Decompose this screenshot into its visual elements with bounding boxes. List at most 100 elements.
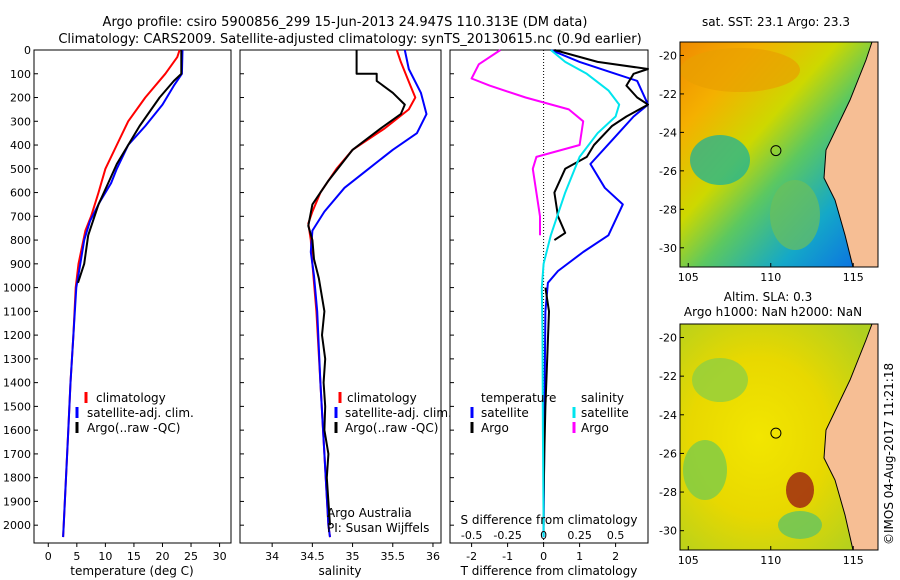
legend-label-t-satellite: satellite [481, 406, 529, 420]
sla-map-axes: 105 110 115 -20 -22 -24 -26 -28 -30 [659, 332, 864, 567]
depth-tick-label: 1400 [3, 377, 31, 390]
salinity-depth-ticks [240, 49, 244, 526]
depth-tick-label: 0 [24, 44, 31, 57]
difference-series [470, 49, 649, 538]
legend-label-climatology: climatology [96, 391, 166, 405]
x-tick-label: 0 [45, 550, 52, 563]
depth-tick-label: 1500 [3, 400, 31, 413]
depth-tick-label: 1800 [3, 472, 31, 485]
sla-low-patch-1 [692, 358, 748, 402]
series-line [77, 50, 183, 284]
temperature-plot-frame [33, 49, 232, 544]
depth-tick-label: 1600 [3, 424, 31, 437]
depth-tick-label: 800 [10, 234, 31, 247]
legend-label-climatology: climatology [347, 391, 417, 405]
s-tick-label: 0.5 [607, 529, 625, 542]
legend-label-satellite: satellite-adj. clim. [345, 406, 452, 420]
difference-legend: temperature satellite Argo salinity sate… [470, 391, 629, 435]
sla-low-patch-2 [683, 440, 727, 500]
depth-tick-label: 2000 [3, 519, 31, 532]
sst-map-frame [679, 41, 879, 268]
s-tick-label: 0.25 [567, 529, 592, 542]
depth-tick-label: 700 [10, 210, 31, 223]
s-tick-label: -0.25 [493, 529, 521, 542]
latitude-tick-label: -22 [659, 88, 677, 101]
difference-axis-ticks: -2 -1 0 1 2 [466, 543, 619, 563]
longitude-tick-label: 115 [843, 554, 864, 567]
sst-argo-position-marker [770, 145, 782, 157]
sla-map-title: Altim. SLA: 0.3 [724, 290, 812, 304]
x-tick-label: 2 [612, 550, 619, 563]
depth-tick-label: 1300 [3, 353, 31, 366]
x-tick-label: 30 [213, 550, 227, 563]
legend-label-satellite: satellite-adj. clim. [87, 406, 194, 420]
temperature-axis-ticks: 0 5 10 15 20 25 30 [45, 543, 227, 563]
latitude-tick-label: -28 [659, 203, 677, 216]
x-tick-label: -1 [502, 550, 513, 563]
depth-tick-label: 500 [10, 163, 31, 176]
series-line [307, 50, 406, 526]
figure-title-line-1: Argo profile: csiro 5900856_299 15-Jun-2… [103, 15, 588, 30]
sst-map-axes: 105 110 115 -20 -22 -24 -26 -28 -30 [659, 49, 864, 284]
latitude-tick-label: -28 [659, 486, 677, 499]
legend-label-s-argo: Argo [581, 421, 609, 435]
salinity-axis-label: salinity [318, 564, 361, 578]
depth-tick-label: 1000 [3, 282, 31, 295]
s-tick-label: -0.5 [461, 529, 482, 542]
salinity-plot-frame [239, 49, 442, 544]
x-tick-label: 0 [540, 550, 547, 563]
x-tick-label: 5 [73, 550, 80, 563]
difference-panel: -2 -1 0 1 2 T difference from climatology S … [449, 49, 649, 578]
series-line [62, 49, 184, 538]
imos-credit: ©IMOS 04-Aug-2017 11:21:18 [882, 363, 896, 545]
depth-tick-label: 100 [10, 68, 31, 81]
s-difference-axis-label: S difference from climatology [461, 513, 638, 527]
x-tick-label: 34 [265, 550, 279, 563]
sst-map-panel: sat. SST: 23.1 Argo: 23.3 105 110 115 -20 -2… [659, 15, 879, 284]
difference-plot-frame [449, 49, 649, 544]
x-tick-label: 34.5 [300, 550, 325, 563]
depth-tick-label: 200 [10, 92, 31, 105]
sla-australian-landmass [823, 324, 878, 550]
x-tick-label: 1 [576, 550, 583, 563]
latitude-tick-label: -20 [659, 49, 677, 62]
sst-australian-landmass [823, 42, 878, 267]
sst-map-title: sat. SST: 23.1 Argo: 23.3 [702, 15, 850, 29]
difference-depth-ticks [450, 49, 454, 526]
depth-tick-label: 900 [10, 258, 31, 271]
x-tick-label: 15 [127, 550, 141, 563]
sla-low-patch-3 [778, 511, 822, 539]
legend-label-s-satellite: satellite [581, 406, 629, 420]
depth-tick-label: 1100 [3, 305, 31, 318]
depth-tick-label: 1700 [3, 448, 31, 461]
series-line [542, 49, 649, 538]
longitude-tick-label: 110 [760, 554, 781, 567]
x-tick-label: 25 [184, 550, 198, 563]
salinity-legend: climatology satellite-adj. clim. Argo(..… [334, 391, 452, 435]
sla-argo-position-marker [770, 427, 782, 439]
principal-investigator-annotation: PI: Susan Wijffels [327, 521, 429, 535]
series-line [470, 49, 585, 236]
sla-high-patch [786, 472, 814, 508]
depth-tick-label: 600 [10, 187, 31, 200]
x-tick-label: 35 [346, 550, 360, 563]
legend-label-t-argo: Argo [481, 421, 509, 435]
latitude-tick-label: -26 [659, 447, 677, 460]
depth-tick-label: 1200 [3, 329, 31, 342]
latitude-tick-label: -22 [659, 370, 677, 383]
depth-tick-label: 400 [10, 139, 31, 152]
series-line [553, 49, 649, 241]
sla-map-frame [679, 323, 879, 551]
legend-header-salinity: salinity [581, 391, 624, 405]
latitude-tick-label: -24 [659, 126, 677, 139]
sst-cool-patch [690, 135, 750, 185]
legend-header-temperature: temperature [481, 391, 556, 405]
latitude-tick-label: -20 [659, 332, 677, 345]
temperature-series [62, 49, 184, 538]
longitude-tick-label: 115 [843, 271, 864, 284]
salinity-series [307, 49, 428, 538]
x-tick-label: 20 [155, 550, 169, 563]
sst-green-patch [770, 180, 820, 250]
longitude-tick-label: 105 [678, 271, 699, 284]
